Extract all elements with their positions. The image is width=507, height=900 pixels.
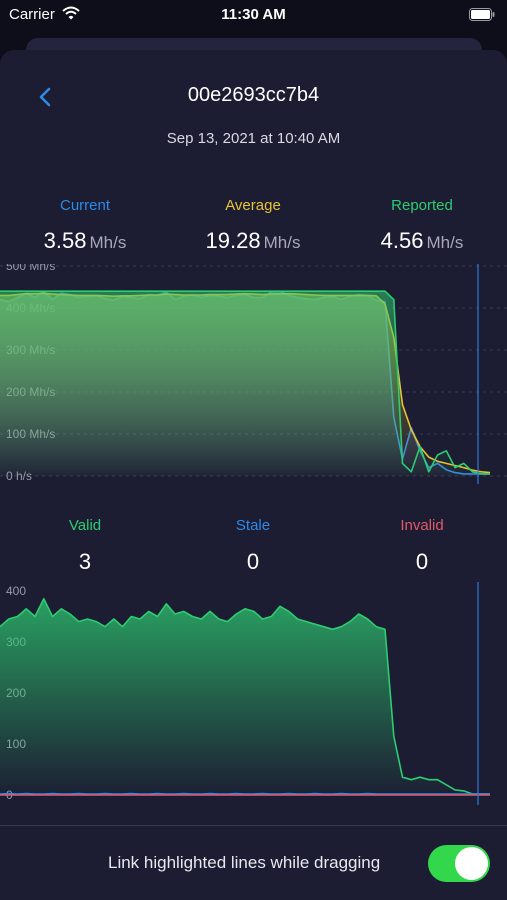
stat-current-number: 3.58 bbox=[43, 228, 87, 253]
stat-reported-number: 4.56 bbox=[380, 228, 424, 253]
stat-invalid-label: Invalid bbox=[400, 517, 444, 534]
shares-chart[interactable]: 0100200300400 bbox=[0, 582, 507, 818]
stat-reported-unit: Mh/s bbox=[426, 233, 464, 252]
toggle-knob bbox=[455, 847, 488, 880]
series-area-valid bbox=[0, 598, 490, 795]
link-lines-label: Link highlighted lines while dragging bbox=[108, 853, 381, 872]
stat-reported-label: Reported bbox=[391, 197, 453, 214]
stat-valid-label: Valid bbox=[68, 517, 102, 534]
stat-valid-value: 3 bbox=[78, 549, 92, 574]
stat-average-value: 19.28 Mh/s bbox=[169, 228, 337, 254]
stat-reported-value: 4.56 Mh/s bbox=[338, 228, 506, 254]
footer-divider bbox=[0, 825, 507, 826]
stat-current-value: 3.58 Mh/s bbox=[1, 228, 169, 254]
y-tick-label: 500 Mh/s bbox=[6, 264, 55, 273]
worker-id-title: 00e2693cc7b4 bbox=[187, 84, 320, 106]
worker-detail-sheet: 00e2693cc7b4 Sep 13, 2021 at 10:40 AM Cu… bbox=[0, 50, 507, 900]
stat-stale-value: 0 bbox=[246, 549, 260, 574]
back-chevron-icon[interactable] bbox=[34, 85, 58, 109]
stat-average-label: Average bbox=[225, 197, 281, 214]
stat-current-label: Current bbox=[59, 197, 111, 214]
y-tick-label: 400 bbox=[6, 584, 26, 598]
stat-invalid-value: 0 bbox=[415, 549, 429, 574]
clock: 11:30 AM bbox=[221, 6, 286, 23]
hashrate-chart[interactable]: 0 h/s100 Mh/s200 Mh/s300 Mh/s400 Mh/s500… bbox=[0, 264, 507, 484]
stat-stale-label: Stale bbox=[235, 517, 271, 534]
link-lines-toggle[interactable] bbox=[428, 845, 490, 882]
battery-icon bbox=[469, 8, 495, 21]
series-line-stale bbox=[0, 792, 490, 795]
series-line-valid bbox=[0, 597, 490, 795]
stat-current-unit: Mh/s bbox=[89, 233, 127, 252]
timestamp: Sep 13, 2021 at 10:40 AM bbox=[166, 130, 341, 147]
series-area-reported bbox=[0, 291, 490, 476]
stat-average-unit: Mh/s bbox=[263, 233, 301, 252]
status-bar: Carrier 11:30 AM bbox=[0, 0, 507, 30]
carrier-label: Carrier bbox=[9, 6, 55, 23]
wifi-icon bbox=[62, 6, 80, 20]
stat-average-number: 19.28 bbox=[205, 228, 261, 253]
series-line-reported bbox=[0, 290, 490, 475]
